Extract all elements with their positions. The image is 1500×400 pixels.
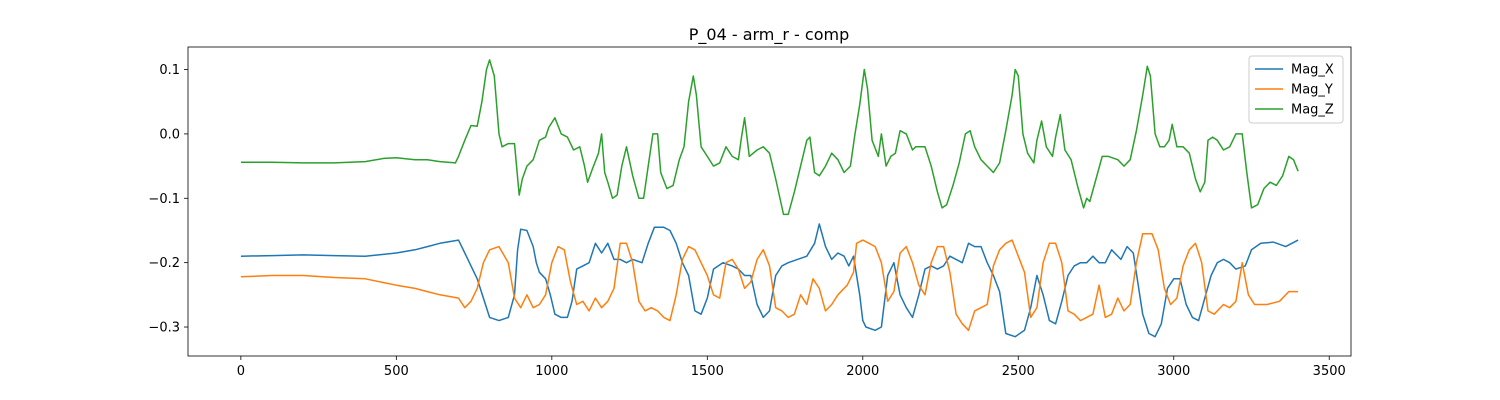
series-line-mag-x — [240, 223, 1299, 338]
y-tick-label: −0.1 — [148, 192, 180, 207]
x-tick-label: 3000 — [1157, 364, 1190, 379]
legend-label-mag-x: Mag_X — [1291, 63, 1334, 78]
axes-frame — [187, 46, 1352, 357]
x-tick-label: 2500 — [1002, 364, 1035, 379]
legend-label-mag-y: Mag_Y — [1291, 83, 1333, 98]
x-tick-label: 3500 — [1313, 364, 1346, 379]
x-tick-label: 500 — [384, 364, 409, 379]
y-tick-label: −0.2 — [148, 256, 180, 271]
legend: Mag_X Mag_Y Mag_Z — [1248, 55, 1344, 124]
series-line-mag-z — [240, 59, 1299, 216]
y-tick-label: 0.1 — [159, 63, 180, 78]
series-line-mag-y — [240, 232, 1299, 332]
y-tick-label: −0.3 — [148, 321, 180, 336]
x-tick-label: 1000 — [535, 364, 568, 379]
x-tick-label: 1500 — [691, 364, 724, 379]
x-tick-label: 2000 — [846, 364, 879, 379]
axes: 0 500 1000 1500 2000 2500 3000 3500 −0.3 −0.2 −0.1… — [148, 46, 1352, 379]
y-tick-label: 0.0 — [159, 127, 180, 142]
legend-label-mag-z: Mag_Z — [1291, 103, 1334, 118]
chart-title: P_04 - arm_r - comp — [689, 25, 850, 45]
legend-box — [1248, 55, 1344, 124]
x-tick-label: 0 — [237, 364, 245, 379]
plot-area — [240, 59, 1299, 338]
